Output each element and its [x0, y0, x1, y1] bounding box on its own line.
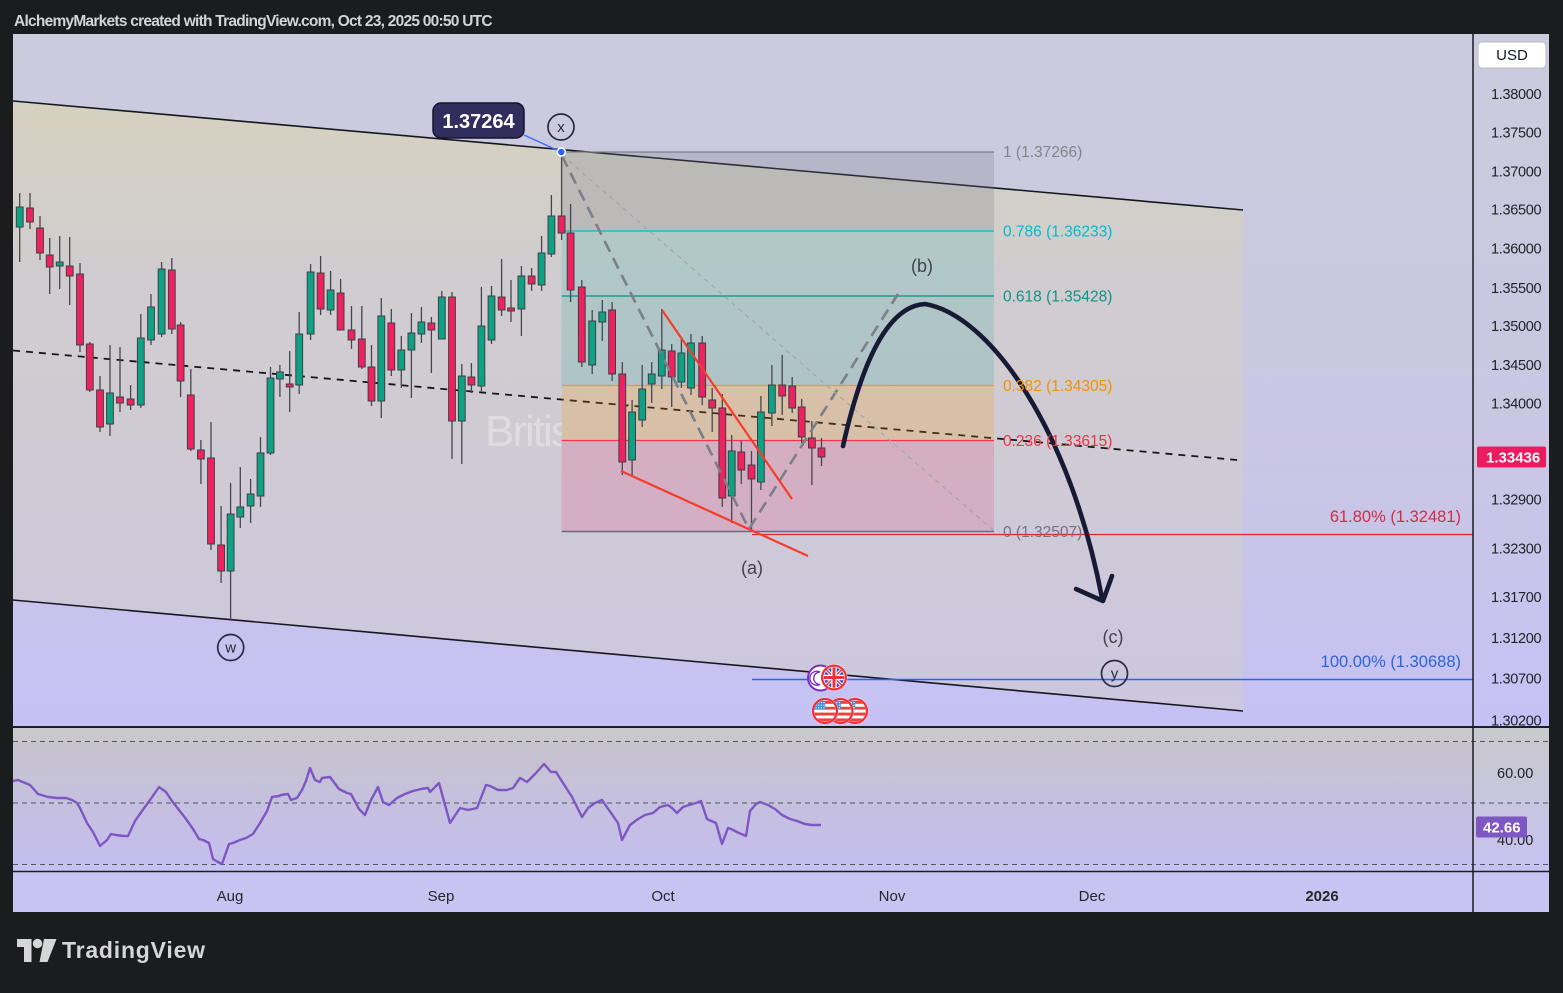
svg-text:1.30200: 1.30200 — [1491, 714, 1542, 730]
svg-text:0.786 (1.36233): 0.786 (1.36233) — [1003, 224, 1112, 241]
svg-text:60.00: 60.00 — [1497, 766, 1533, 782]
svg-text:1 (1.37266): 1 (1.37266) — [1003, 144, 1082, 161]
svg-text:1.37000: 1.37000 — [1491, 165, 1542, 181]
svg-text:42.66: 42.66 — [1483, 820, 1521, 837]
svg-text:1.33436: 1.33436 — [1486, 450, 1540, 467]
svg-text:2026: 2026 — [1305, 888, 1338, 905]
svg-text:1.32900: 1.32900 — [1491, 493, 1542, 509]
svg-text:100.00% (1.30688): 100.00% (1.30688) — [1321, 653, 1461, 671]
svg-text:TradingView: TradingView — [62, 937, 206, 963]
svg-text:1.35000: 1.35000 — [1491, 319, 1542, 335]
svg-text:(b): (b) — [911, 256, 933, 276]
svg-text:1.31200: 1.31200 — [1491, 631, 1542, 647]
svg-text:1.36000: 1.36000 — [1491, 242, 1542, 258]
svg-text:Dec: Dec — [1079, 888, 1106, 905]
svg-text:Sep: Sep — [428, 888, 455, 905]
svg-text:0 (1.32507): 0 (1.32507) — [1003, 524, 1082, 541]
svg-text:(a): (a) — [741, 558, 763, 578]
svg-text:(c): (c) — [1103, 627, 1124, 647]
svg-text:USD: USD — [1496, 47, 1528, 64]
svg-text:0.618 (1.35428): 0.618 (1.35428) — [1003, 289, 1112, 306]
svg-text:61.80% (1.32481): 61.80% (1.32481) — [1330, 508, 1461, 526]
svg-text:1.34500: 1.34500 — [1491, 358, 1542, 374]
svg-text:0.236 (1.33615): 0.236 (1.33615) — [1003, 433, 1112, 450]
svg-text:1.31700: 1.31700 — [1491, 590, 1542, 606]
svg-text:1.35500: 1.35500 — [1491, 281, 1542, 297]
svg-text:AlchemyMarkets created with Tr: AlchemyMarkets created with TradingView.… — [14, 13, 492, 30]
svg-text:British Pound / U.S. Dollar: British Pound / U.S. Dollar — [485, 407, 943, 456]
svg-text:Oct: Oct — [651, 888, 675, 905]
svg-text:1.37500: 1.37500 — [1491, 126, 1542, 142]
svg-text:0.382 (1.34305): 0.382 (1.34305) — [1003, 378, 1112, 395]
svg-text:1.30700: 1.30700 — [1491, 672, 1542, 688]
svg-text:1.34000: 1.34000 — [1491, 397, 1542, 413]
svg-text:x: x — [557, 119, 565, 136]
svg-text:w: w — [224, 640, 236, 657]
svg-text:Aug: Aug — [217, 888, 244, 905]
svg-text:1.37264: 1.37264 — [442, 111, 515, 133]
svg-text:1.32300: 1.32300 — [1491, 542, 1542, 558]
svg-text:1.36500: 1.36500 — [1491, 203, 1542, 219]
svg-text:1.38000: 1.38000 — [1491, 87, 1542, 103]
svg-text:y: y — [1111, 666, 1119, 683]
svg-text:Nov: Nov — [879, 888, 906, 905]
